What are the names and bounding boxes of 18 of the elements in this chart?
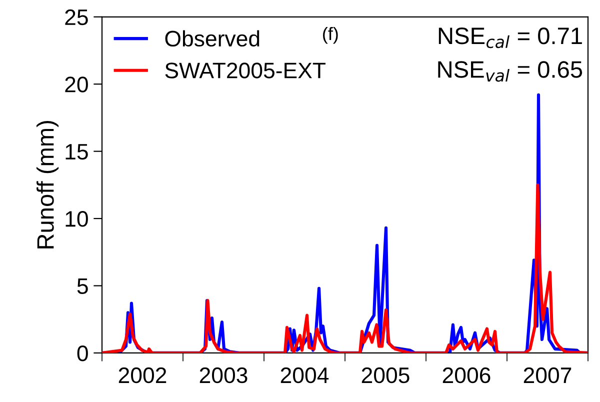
y-axis-title: Runoff (mm) [36,120,59,248]
legend-label: Observed [165,30,260,47]
x-tick-label: 2002 [118,367,166,384]
x-tick-label: 2006 [442,367,490,384]
y-tick-label: 5 [77,278,88,294]
x-tick-label: 2003 [200,367,248,384]
y-tick-label: 10 [66,211,88,227]
legend-label: SWAT2005-EXT [165,62,326,78]
annotation: NSE$_{val}$ = 0.65 [438,61,582,82]
y-tick-label: 15 [66,144,88,160]
y-tick-label: 0 [77,345,88,362]
y-tick-label: 25 [65,9,88,26]
x-tick-label: 2005 [362,367,410,384]
y-tick-label: 20 [65,76,88,92]
annotation: (f) [323,26,338,44]
x-tick-label: 2004 [280,367,329,384]
annotation: NSE$_{cal}$ = 0.71 [438,28,582,48]
x-tick-label: 2007 [524,367,572,384]
